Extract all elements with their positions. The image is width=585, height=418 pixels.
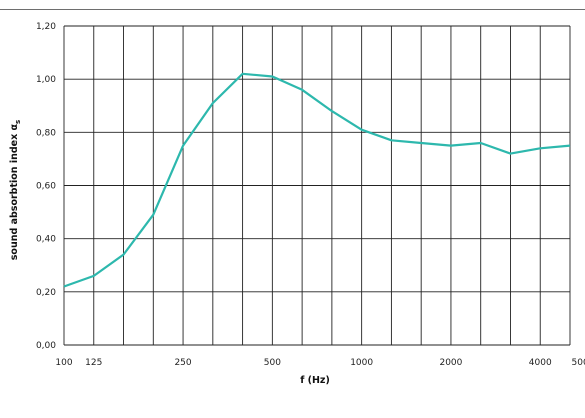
x-tick-label: 250 xyxy=(174,358,191,368)
y-tick-label: 0,60 xyxy=(36,182,56,192)
top-divider-line xyxy=(0,9,585,10)
y-axis-title-subscript: s xyxy=(14,120,22,124)
x-tick-label: 1000 xyxy=(350,358,373,368)
y-axis-title: sound absorbtion index αs xyxy=(9,120,22,260)
x-tick-label: 500 xyxy=(264,358,281,368)
y-tick-label: 0,40 xyxy=(36,235,56,245)
x-axis-title: f (Hz) xyxy=(300,375,330,386)
chart-grid xyxy=(63,25,571,346)
y-tick-label: 1,20 xyxy=(36,22,56,32)
x-tick-label: 100 xyxy=(55,358,72,368)
x-tick-label: 4000 xyxy=(529,358,552,368)
x-tick-label: 2000 xyxy=(439,358,462,368)
tick-labels: 0,00 0,20 0,40 0,60 0,80 1,00 1,20 100 125 250 500… xyxy=(36,22,585,368)
y-tick-label: 1,00 xyxy=(36,75,56,85)
y-tick-label: 0,00 xyxy=(36,341,56,351)
series-line xyxy=(63,72,571,288)
series-layer xyxy=(63,72,571,288)
y-tick-label: 0,80 xyxy=(36,128,56,138)
y-axis-title-main: sound absorbtion index α xyxy=(9,123,20,260)
x-tick-label: 5000 xyxy=(572,358,585,368)
x-tick-label: 125 xyxy=(85,358,102,368)
y-tick-label: 0,20 xyxy=(36,288,56,298)
